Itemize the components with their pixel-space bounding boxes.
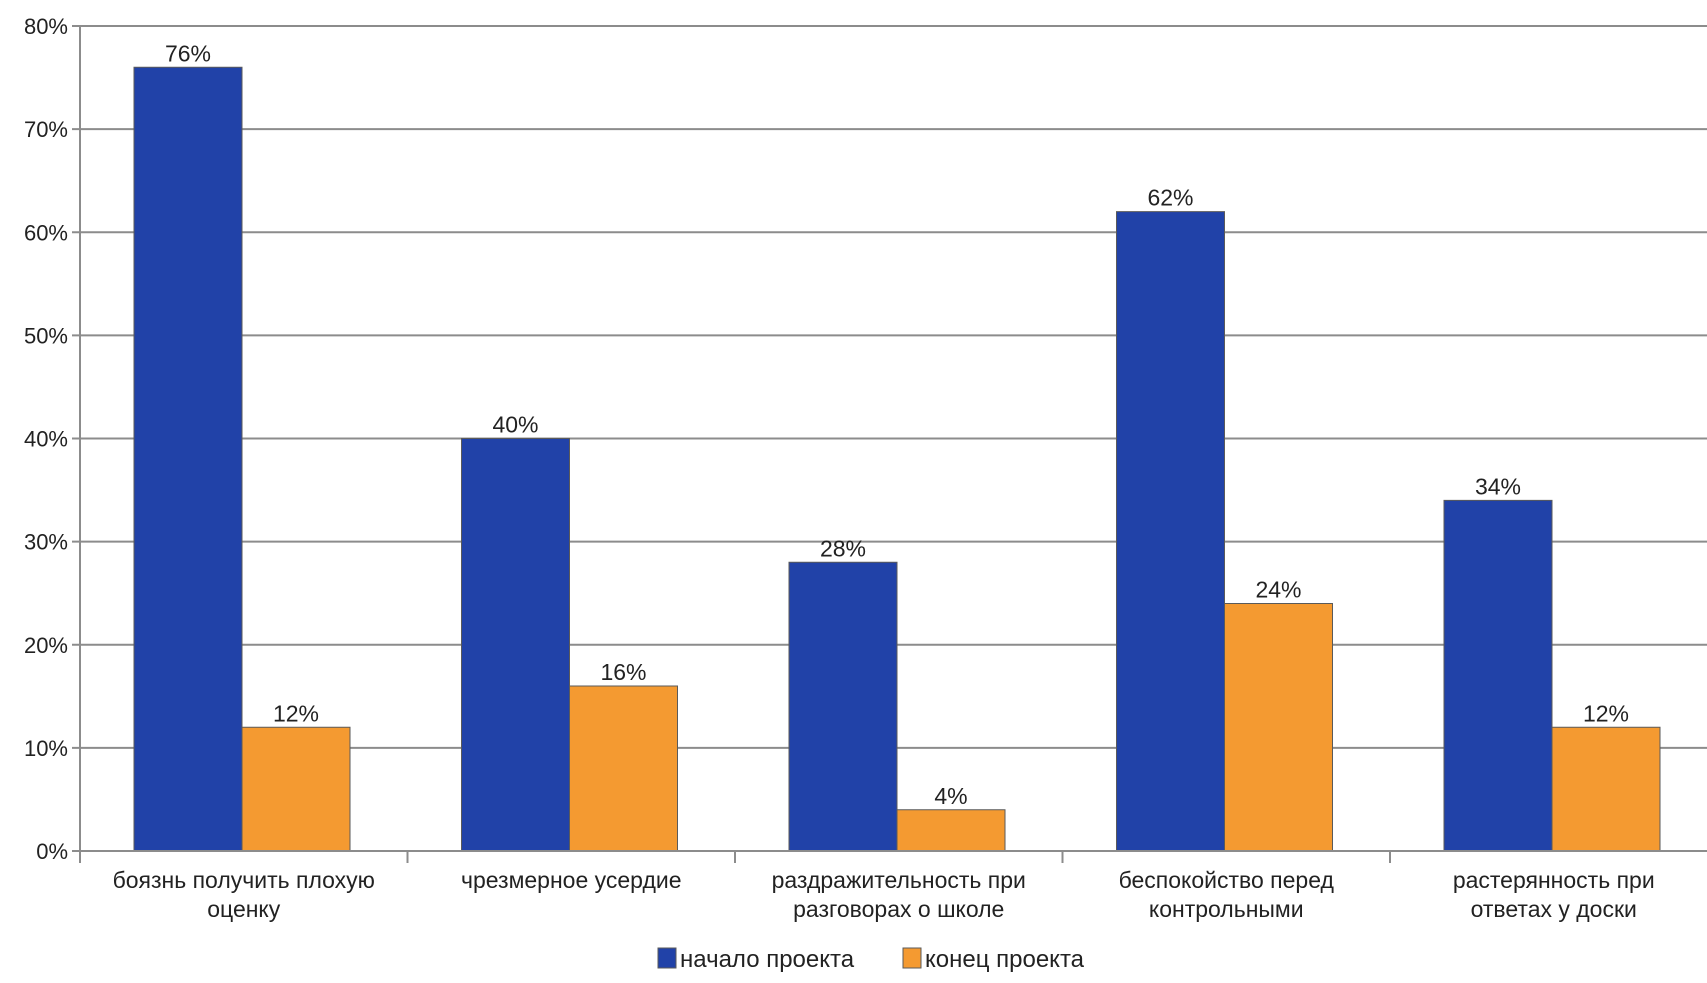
bar-start (1116, 211, 1225, 852)
y-tick-label: 70% (24, 117, 68, 142)
grid-lines (80, 25, 1707, 749)
x-category-label: ответах у доски (1471, 896, 1637, 922)
data-label: 34% (1475, 473, 1521, 499)
y-tick-label: 0% (36, 839, 68, 864)
data-label: 24% (1255, 577, 1301, 603)
y-tick-label: 60% (24, 220, 68, 245)
x-category-label: беспокойство перед (1119, 867, 1335, 893)
bar-end (1224, 603, 1333, 852)
bar-start (133, 66, 243, 852)
y-tick-label: 50% (24, 323, 68, 348)
x-category-label: чрезмерное усердие (461, 867, 682, 893)
data-label: 62% (1147, 185, 1193, 211)
x-category-label: контрольными (1149, 896, 1304, 922)
y-tick-label: 80% (24, 14, 68, 39)
data-label: 76% (165, 40, 211, 66)
y-tick-label: 40% (24, 427, 68, 452)
y-tick-label: 30% (24, 530, 68, 555)
bar-start (788, 561, 898, 852)
legend-label: конец проекта (925, 946, 1085, 973)
legend-swatch (902, 947, 922, 969)
data-label: 16% (600, 659, 646, 685)
data-label: 28% (820, 535, 866, 561)
x-category-label: раздражительность при (772, 867, 1026, 893)
bar-end (241, 726, 351, 852)
y-tick-label: 20% (24, 633, 68, 658)
x-category-label: оценку (207, 896, 281, 922)
x-category-label: растерянность при (1453, 867, 1655, 893)
data-label: 40% (492, 412, 538, 438)
y-axis: 0% 10% 20% 30% 40% 50% 60% 70% 80% (24, 14, 81, 864)
x-category-label: боязнь получить плохую (113, 867, 375, 893)
bar-end (1551, 726, 1661, 852)
bar-start (461, 438, 570, 852)
data-label: 4% (934, 783, 967, 809)
x-axis: боязнь получить плохую оценку чрезмерное у… (79, 850, 1707, 922)
bar-end (896, 809, 1006, 852)
legend-label: начало проекта (680, 946, 855, 973)
bars: 76% 40% 28% 62% 34% 12% 16% 4% 24% 12% (133, 40, 1661, 852)
data-label: 12% (273, 700, 319, 726)
legend: начало проекта конец проекта (657, 946, 1085, 973)
y-tick-label: 10% (24, 736, 68, 761)
data-label: 12% (1583, 700, 1629, 726)
legend-swatch (657, 947, 677, 969)
bar-end (569, 685, 678, 852)
bar-start (1443, 499, 1553, 852)
x-category-label: разговорах о школе (793, 896, 1004, 922)
